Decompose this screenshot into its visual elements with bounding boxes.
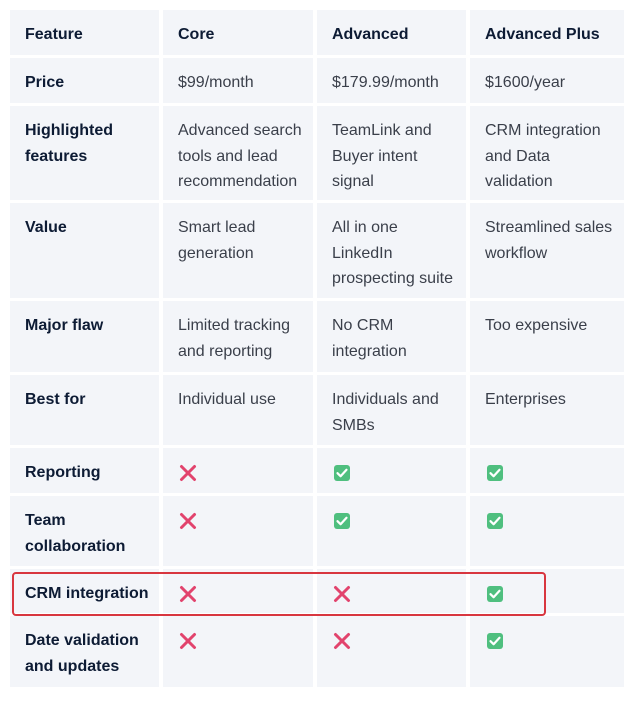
header-cell: Advanced: [317, 10, 466, 55]
row-label: Team collaboration: [10, 496, 159, 566]
value-cell: TeamLink and Buyer intent signal: [317, 106, 466, 200]
feature-cell: [317, 496, 466, 566]
cross-icon: [334, 633, 350, 649]
value-cell: Smart lead generation: [163, 203, 313, 298]
value-cell: $99/month: [163, 58, 313, 103]
feature-cell: [163, 496, 313, 566]
check-icon: [487, 513, 503, 529]
check-icon: [334, 513, 350, 529]
value-cell: Individuals and SMBs: [317, 375, 466, 445]
row-label: Reporting: [10, 448, 159, 493]
feature-cell: [317, 569, 466, 613]
value-cell: Advanced search tools and lead recommend…: [163, 106, 313, 200]
value-cell: $1600/year: [470, 58, 624, 103]
cross-icon: [180, 633, 196, 649]
highlight-box: [12, 572, 546, 616]
value-cell: All in one LinkedIn prospecting suite: [317, 203, 466, 298]
feature-cell: [317, 616, 466, 687]
row-label: Price: [10, 58, 159, 103]
row-label: Highlighted features: [10, 106, 159, 200]
header-cell: Feature: [10, 10, 159, 55]
feature-cell: [163, 569, 313, 613]
feature-cell: [470, 496, 624, 566]
feature-cell: [470, 448, 624, 493]
row-label: Value: [10, 203, 159, 298]
value-cell: Enterprises: [470, 375, 624, 445]
row-label: CRM integration: [10, 569, 159, 613]
feature-cell: [163, 616, 313, 687]
value-cell: Limited tracking and reporting: [163, 301, 313, 372]
header-cell: Core: [163, 10, 313, 55]
row-label: Major flaw: [10, 301, 159, 372]
comparison-table: Feature Core Advanced Advanced Plus Price $99…: [10, 10, 624, 687]
value-cell: Too expensive: [470, 301, 624, 372]
value-cell: CRM integration and Data validation: [470, 106, 624, 200]
feature-cell: [317, 448, 466, 493]
check-icon: [487, 633, 503, 649]
header-cell: Advanced Plus: [470, 10, 624, 55]
check-icon: [487, 586, 503, 602]
value-cell: No CRM integration: [317, 301, 466, 372]
feature-cell: [163, 448, 313, 493]
check-icon: [334, 465, 350, 481]
feature-cell: [470, 569, 624, 613]
row-label: Date validation and updates: [10, 616, 159, 687]
check-icon: [487, 465, 503, 481]
cross-icon: [334, 586, 350, 602]
value-cell: Individual use: [163, 375, 313, 445]
cross-icon: [180, 465, 196, 481]
cross-icon: [180, 586, 196, 602]
value-cell: $179.99/month: [317, 58, 466, 103]
row-label: Best for: [10, 375, 159, 445]
cross-icon: [180, 513, 196, 529]
feature-cell: [470, 616, 624, 687]
value-cell: Streamlined sales workflow: [470, 203, 624, 298]
